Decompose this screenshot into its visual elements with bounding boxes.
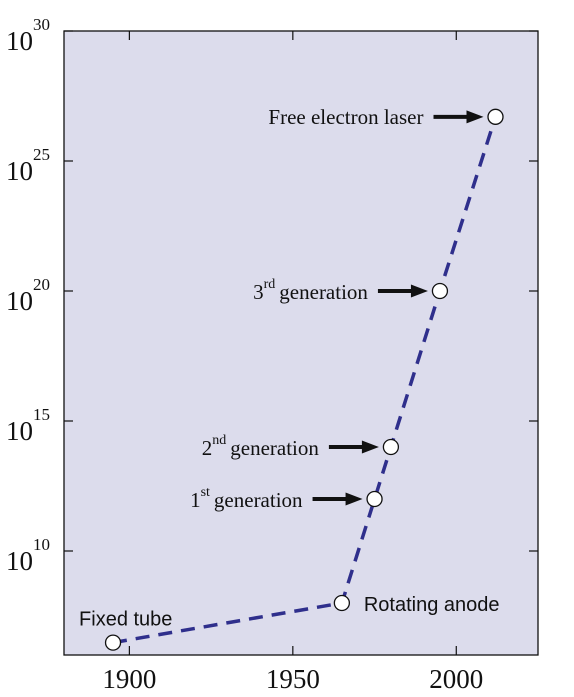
- annotation-arrow-head: [345, 492, 363, 506]
- series-line: [112, 116, 498, 645]
- y-tick-label-base: 10: [6, 416, 33, 446]
- y-tick-label-base: 10: [6, 546, 33, 576]
- y-tick-label-base: 10: [6, 156, 33, 186]
- annotation-label: 1st generation: [190, 485, 303, 512]
- annotation-label: 3rd generation: [253, 277, 368, 304]
- data-point-marker: [333, 594, 351, 612]
- y-tick-label-base: 10: [6, 286, 33, 316]
- point-annotations: Fixed tube Rotating anode 1st generation 2nd…: [79, 105, 499, 631]
- x-tick-label: 1950: [266, 664, 320, 694]
- annotation-label: Fixed tube: [79, 609, 172, 631]
- y-tick-label-base: 10: [6, 26, 33, 56]
- annotation-label: 2nd generation: [202, 433, 320, 460]
- annotation-arrow-head: [361, 440, 379, 454]
- y-tick-label-exponent: 25: [33, 145, 50, 164]
- data-point-marker: [487, 108, 504, 125]
- annotation-arrow-head: [410, 284, 428, 298]
- y-tick-label-exponent: 15: [33, 405, 50, 424]
- data-point-marker: [104, 634, 122, 651]
- y-tick-label-exponent: 10: [33, 535, 50, 554]
- y-tick-label-exponent: 20: [33, 275, 50, 294]
- x-tick-label: 2000: [429, 664, 483, 694]
- x-tick-label: 1900: [102, 664, 156, 694]
- plot-area: [63, 30, 539, 656]
- y-tick-label-exponent: 30: [33, 15, 50, 34]
- data-point-marker: [382, 438, 400, 456]
- data-point-marker: [431, 282, 449, 300]
- data-point-marker: [366, 490, 383, 508]
- annotation-label: Rotating anode: [364, 594, 500, 616]
- annotation-arrow-head: [466, 110, 484, 124]
- annotation-label: Free electron laser: [268, 105, 423, 129]
- data-points: [104, 108, 504, 651]
